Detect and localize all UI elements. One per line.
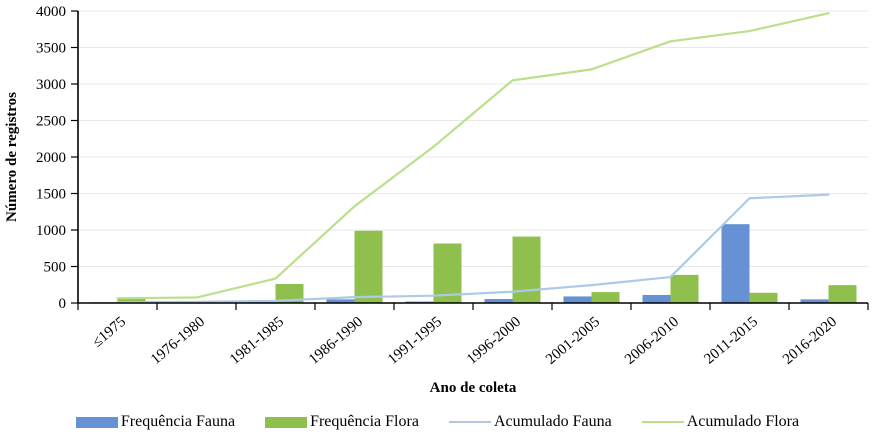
x-tick-label-1981-1985: 1981-1985 bbox=[227, 314, 287, 368]
y-tick-label-2500: 2500 bbox=[36, 114, 66, 130]
legend-label-acumulado-fauna: Acumulado Fauna bbox=[493, 413, 612, 430]
legend-swatch-line-fauna-icon bbox=[448, 420, 491, 424]
bar-frequ-ncia-flora-1991-1995 bbox=[433, 243, 462, 303]
gridlines bbox=[78, 10, 868, 267]
legend-item-frequencia-flora: Frequência Flora bbox=[265, 413, 419, 431]
legend-item-acumulado-fauna: Acumulado Fauna bbox=[448, 413, 612, 431]
y-axis-title: Número de registros bbox=[4, 92, 20, 222]
bar-frequ-ncia-fauna-2001-2005 bbox=[563, 296, 592, 303]
legend-swatch-line-flora-icon bbox=[641, 420, 684, 424]
line-series bbox=[116, 12, 830, 304]
bar-frequ-ncia-fauna-1986-1990 bbox=[326, 299, 355, 303]
legend-label-frequencia-flora: Frequência Flora bbox=[310, 413, 419, 430]
plot-area: 0 500 1000 1500 2000 2500 3000 3500 4000 ≤1975 197… bbox=[4, 4, 869, 396]
bar-frequ-ncia-flora-2006-2010 bbox=[670, 274, 699, 303]
bar-frequ-ncia-flora-2001-2005 bbox=[591, 292, 620, 303]
bar-frequ-ncia-flora-1975 bbox=[117, 298, 146, 303]
y-tick-label-500: 500 bbox=[44, 260, 67, 276]
line-acumulado-flora bbox=[116, 12, 830, 300]
y-tick-label-1500: 1500 bbox=[36, 187, 66, 203]
x-tick-label-1996-2000: 1996-2000 bbox=[464, 314, 524, 368]
x-tick-label-1975: ≤1975 bbox=[89, 314, 129, 351]
bar-frequ-ncia-fauna-2011-2015 bbox=[721, 224, 750, 303]
y-tick-label-4000: 4000 bbox=[36, 4, 66, 20]
legend-item-acumulado-flora: Acumulado Flora bbox=[641, 413, 800, 431]
chart-legend: Frequência Fauna Frequência Flora Acumul… bbox=[0, 406, 875, 438]
bar-frequ-ncia-flora-2011-2015 bbox=[749, 292, 778, 303]
x-axis-title: Ano de coleta bbox=[430, 380, 517, 396]
x-tick-label-1976-1980: 1976-1980 bbox=[148, 314, 208, 368]
y-tick-label-3000: 3000 bbox=[36, 77, 66, 93]
bar-frequ-ncia-fauna-1996-2000 bbox=[484, 298, 513, 303]
y-tick-label-2000: 2000 bbox=[36, 150, 66, 166]
axes bbox=[71, 10, 869, 310]
bar-frequ-ncia-fauna-2006-2010 bbox=[642, 294, 671, 303]
bar-series bbox=[89, 224, 857, 303]
legend-label-acumulado-flora: Acumulado Flora bbox=[686, 413, 800, 430]
legend-swatch-bar-flora-icon bbox=[265, 416, 308, 428]
y-tick-label-3500: 3500 bbox=[36, 41, 66, 57]
legend-item-frequencia-fauna: Frequência Fauna bbox=[75, 413, 236, 431]
bar-frequ-ncia-flora-1996-2000 bbox=[512, 236, 541, 303]
bar-frequ-ncia-flora-2016-2020 bbox=[828, 285, 857, 303]
x-tick-label-2016-2020: 2016-2020 bbox=[780, 314, 840, 368]
x-tick-label-1991-1995: 1991-1995 bbox=[385, 314, 445, 368]
x-tick-label-2011-2015: 2011-2015 bbox=[701, 314, 761, 368]
y-tick-label-1000: 1000 bbox=[36, 223, 66, 239]
x-tick-label-2006-2010: 2006-2010 bbox=[622, 314, 682, 368]
axis-tick-labels: 0 500 1000 1500 2000 2500 3000 3500 4000 ≤1975 197… bbox=[36, 4, 840, 368]
bar-frequ-ncia-fauna-2016-2020 bbox=[800, 299, 829, 303]
line-acumulado-fauna bbox=[116, 193, 830, 304]
bar-frequ-ncia-flora-1981-1985 bbox=[275, 284, 304, 303]
legend-swatch-bar-fauna-icon bbox=[75, 416, 118, 428]
x-tick-label-2001-2005: 2001-2005 bbox=[543, 314, 603, 368]
bar-frequ-ncia-flora-1986-1990 bbox=[354, 230, 383, 303]
x-tick-label-1986-1990: 1986-1990 bbox=[306, 314, 366, 368]
y-tick-label-0: 0 bbox=[59, 296, 67, 312]
legend-label-frequencia-fauna: Frequência Fauna bbox=[120, 413, 236, 430]
